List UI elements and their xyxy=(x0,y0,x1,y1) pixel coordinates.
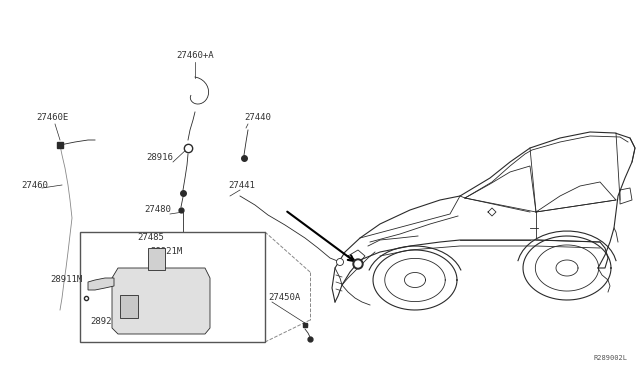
Text: 28916: 28916 xyxy=(147,154,173,163)
Polygon shape xyxy=(120,295,138,318)
Text: 27450A: 27450A xyxy=(268,294,300,302)
Circle shape xyxy=(337,259,344,266)
Circle shape xyxy=(353,259,363,269)
Text: 27440: 27440 xyxy=(244,113,271,122)
Polygon shape xyxy=(148,248,165,270)
Text: 27441: 27441 xyxy=(228,182,255,190)
Text: 28921M: 28921M xyxy=(150,247,182,257)
Bar xyxy=(80,232,265,342)
Text: 28911M: 28911M xyxy=(50,276,82,285)
Polygon shape xyxy=(88,278,114,290)
Polygon shape xyxy=(112,268,210,334)
Text: R289002L: R289002L xyxy=(594,355,628,361)
Text: 28921N: 28921N xyxy=(90,317,122,327)
Text: 27480: 27480 xyxy=(145,205,172,215)
Text: 27460E: 27460E xyxy=(36,113,68,122)
Text: 27460+A: 27460+A xyxy=(176,51,214,60)
Text: 27460: 27460 xyxy=(22,180,49,189)
Text: 27485: 27485 xyxy=(137,234,164,243)
Circle shape xyxy=(355,261,361,267)
